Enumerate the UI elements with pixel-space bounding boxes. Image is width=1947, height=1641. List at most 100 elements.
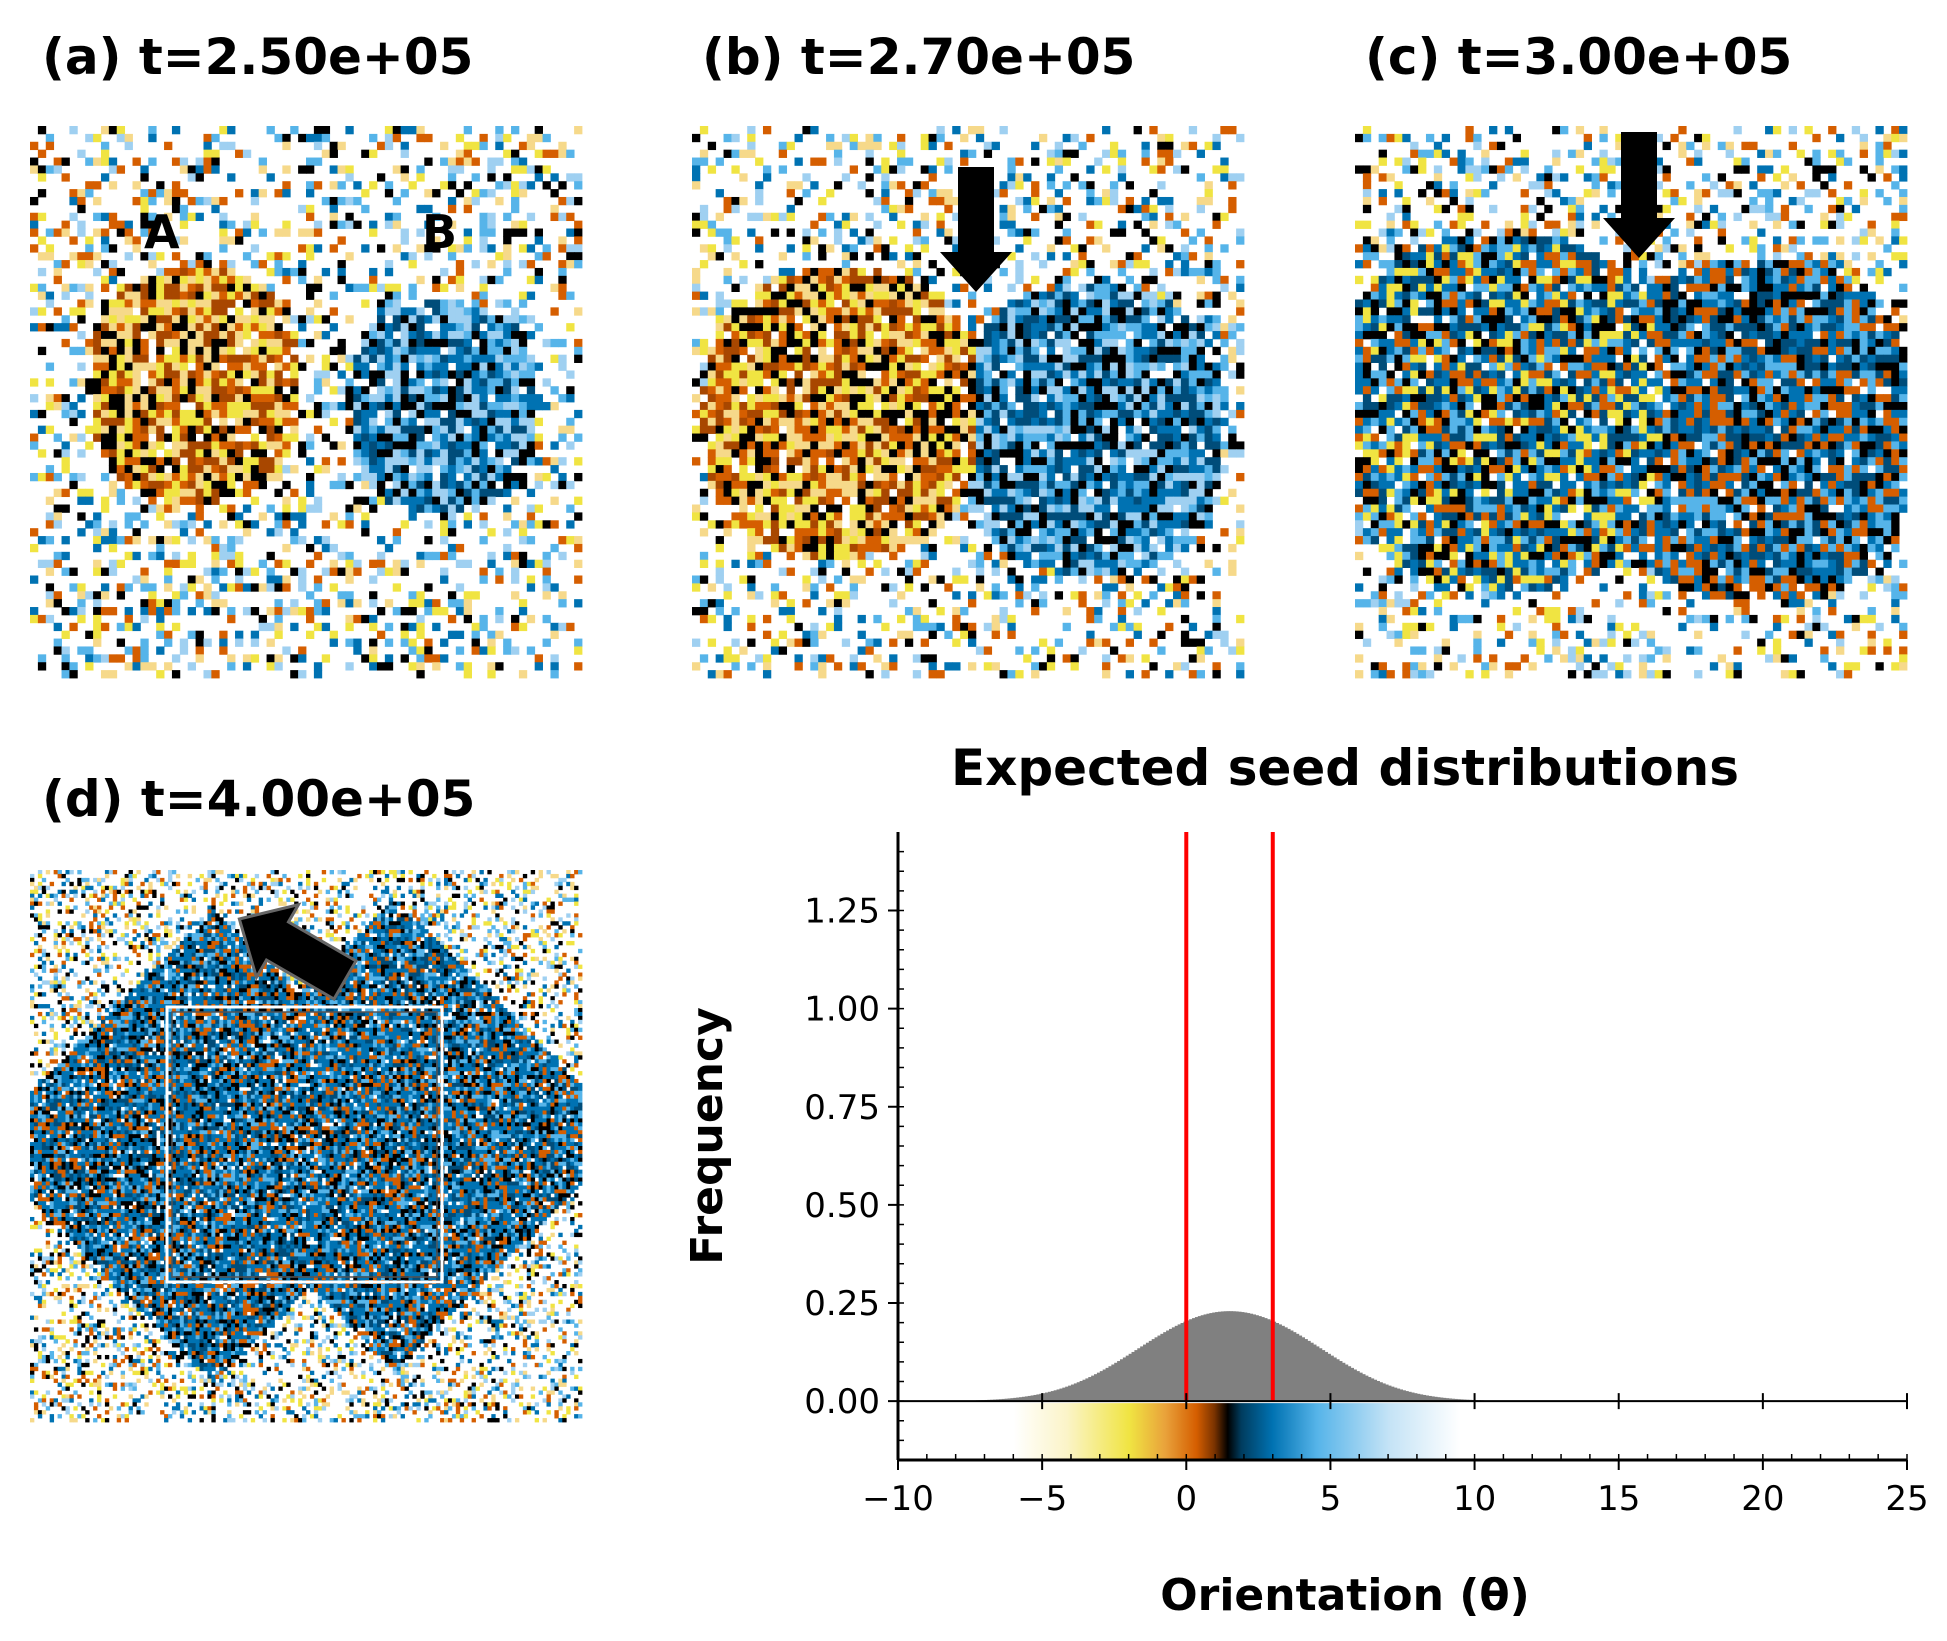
histogram-bar (1258, 1316, 1261, 1401)
histogram-bar (1132, 1352, 1135, 1401)
histogram-bar (1362, 1374, 1365, 1401)
x-tick-label: 10 (1453, 1479, 1496, 1519)
histogram-bar (1290, 1330, 1293, 1401)
histogram-bar (1276, 1323, 1279, 1401)
y-axis-label: Frequency (682, 1007, 733, 1265)
histogram-bar (1267, 1319, 1270, 1401)
histogram-bar (1264, 1318, 1267, 1401)
histogram-bar (1310, 1343, 1313, 1401)
histogram-bar (1348, 1366, 1351, 1401)
histogram-bar (1279, 1324, 1282, 1401)
histogram-bar (1062, 1388, 1065, 1402)
x-tick-label: −5 (1017, 1479, 1067, 1519)
histogram-bar (1411, 1393, 1414, 1402)
histogram-bar (1140, 1346, 1143, 1401)
histogram-bar (1374, 1380, 1377, 1401)
histogram-bar (1189, 1319, 1192, 1401)
histogram-bar (1198, 1316, 1201, 1401)
histogram-bar (1080, 1381, 1083, 1401)
histogram-bar (1403, 1390, 1406, 1401)
panel-a-title: (a) t=2.50e+05 (42, 28, 473, 86)
histogram-bar (1181, 1323, 1184, 1401)
histogram-bar (1152, 1339, 1155, 1401)
histogram-bar (1287, 1329, 1290, 1401)
panel-d-title: (d) t=4.00e+05 (42, 770, 475, 828)
histogram-bar (1414, 1393, 1417, 1401)
histogram-bar (1091, 1376, 1094, 1402)
histogram-bar (1097, 1373, 1100, 1401)
histogram-bar (1227, 1311, 1230, 1401)
histogram-bar (1054, 1390, 1057, 1401)
histogram-bar (1155, 1337, 1158, 1401)
histogram-bar (1157, 1336, 1160, 1402)
histogram-bar (1085, 1378, 1088, 1401)
histogram-bar (1382, 1383, 1385, 1401)
histogram-bar (1232, 1311, 1235, 1401)
histogram-bar (1129, 1354, 1132, 1401)
histogram-bar (1071, 1385, 1074, 1402)
histogram-bar (1146, 1343, 1149, 1401)
histogram-bar (1169, 1329, 1172, 1401)
histogram-bar (1160, 1334, 1163, 1401)
histogram-bar (1351, 1368, 1354, 1401)
histogram-bar (1230, 1311, 1233, 1401)
histogram-bar (1103, 1370, 1106, 1402)
histogram-bar (1059, 1389, 1062, 1402)
x-tick-label: 20 (1741, 1479, 1784, 1519)
histogram-bar (1379, 1382, 1382, 1401)
histogram-bar (1400, 1389, 1403, 1401)
histogram-bar (1261, 1317, 1264, 1401)
histogram-bar (1333, 1357, 1336, 1401)
histogram-bar (1111, 1365, 1114, 1402)
histogram-bar (1074, 1383, 1077, 1401)
histogram-bar (1322, 1350, 1325, 1401)
histogram-bar (1417, 1394, 1420, 1401)
y-tick-label: 0.75 (804, 1088, 880, 1128)
histogram-bar (1117, 1361, 1120, 1401)
histogram-bar (1108, 1366, 1111, 1401)
histogram-bar (1325, 1352, 1328, 1401)
histogram-bar (1123, 1357, 1126, 1401)
histogram-bar (1365, 1376, 1368, 1402)
histogram-bar (1166, 1330, 1169, 1401)
grain-label-b: B (422, 205, 457, 259)
histogram-bar (1316, 1346, 1319, 1401)
histogram-bar (1057, 1389, 1060, 1401)
y-tick-label: 0.00 (804, 1382, 880, 1422)
histogram-bar (1394, 1388, 1397, 1402)
panel-c-title: (c) t=3.00e+05 (1365, 28, 1792, 86)
histogram-bars (976, 1311, 1484, 1401)
x-axis-label: Orientation (θ) (1160, 1570, 1530, 1621)
histogram-bar (1036, 1394, 1039, 1401)
histogram-bar (1106, 1368, 1109, 1401)
histogram-bar (1134, 1350, 1137, 1401)
histogram-bar (1163, 1332, 1166, 1401)
histogram-bar (1397, 1389, 1400, 1402)
histogram-bar (1224, 1311, 1227, 1401)
y-tick-label: 1.25 (804, 892, 880, 932)
histogram-chart: 0.000.250.500.751.001.25−10 −5 0 5 10 15 20 25 (804, 832, 1928, 1519)
histogram-bar (1120, 1359, 1123, 1401)
histogram-bar (1284, 1327, 1287, 1401)
histogram-bar (1238, 1312, 1241, 1401)
histogram-bar (1201, 1315, 1204, 1401)
histogram-bar (1319, 1348, 1322, 1401)
histogram-bar (1302, 1337, 1305, 1401)
grain-label-a: A (144, 205, 180, 259)
histogram-bar (1250, 1314, 1253, 1401)
histogram-bar (1244, 1313, 1247, 1402)
histogram-bar (1100, 1371, 1103, 1401)
histogram-bar (1051, 1391, 1054, 1401)
histogram-bar (1172, 1327, 1175, 1401)
histogram-bar (1281, 1326, 1284, 1401)
x-tick-label: 25 (1885, 1479, 1928, 1519)
histogram-bar (1377, 1381, 1380, 1401)
orientation-colorbar (1013, 1403, 1460, 1459)
histogram-bar (1094, 1374, 1097, 1401)
histogram-bar (1126, 1356, 1129, 1401)
chart-title: Expected seed distributions (951, 739, 1739, 797)
histogram-bar (1077, 1382, 1080, 1401)
histogram-bar (1204, 1314, 1207, 1401)
histogram-bar (1045, 1393, 1048, 1402)
histogram-bar (1143, 1345, 1146, 1402)
